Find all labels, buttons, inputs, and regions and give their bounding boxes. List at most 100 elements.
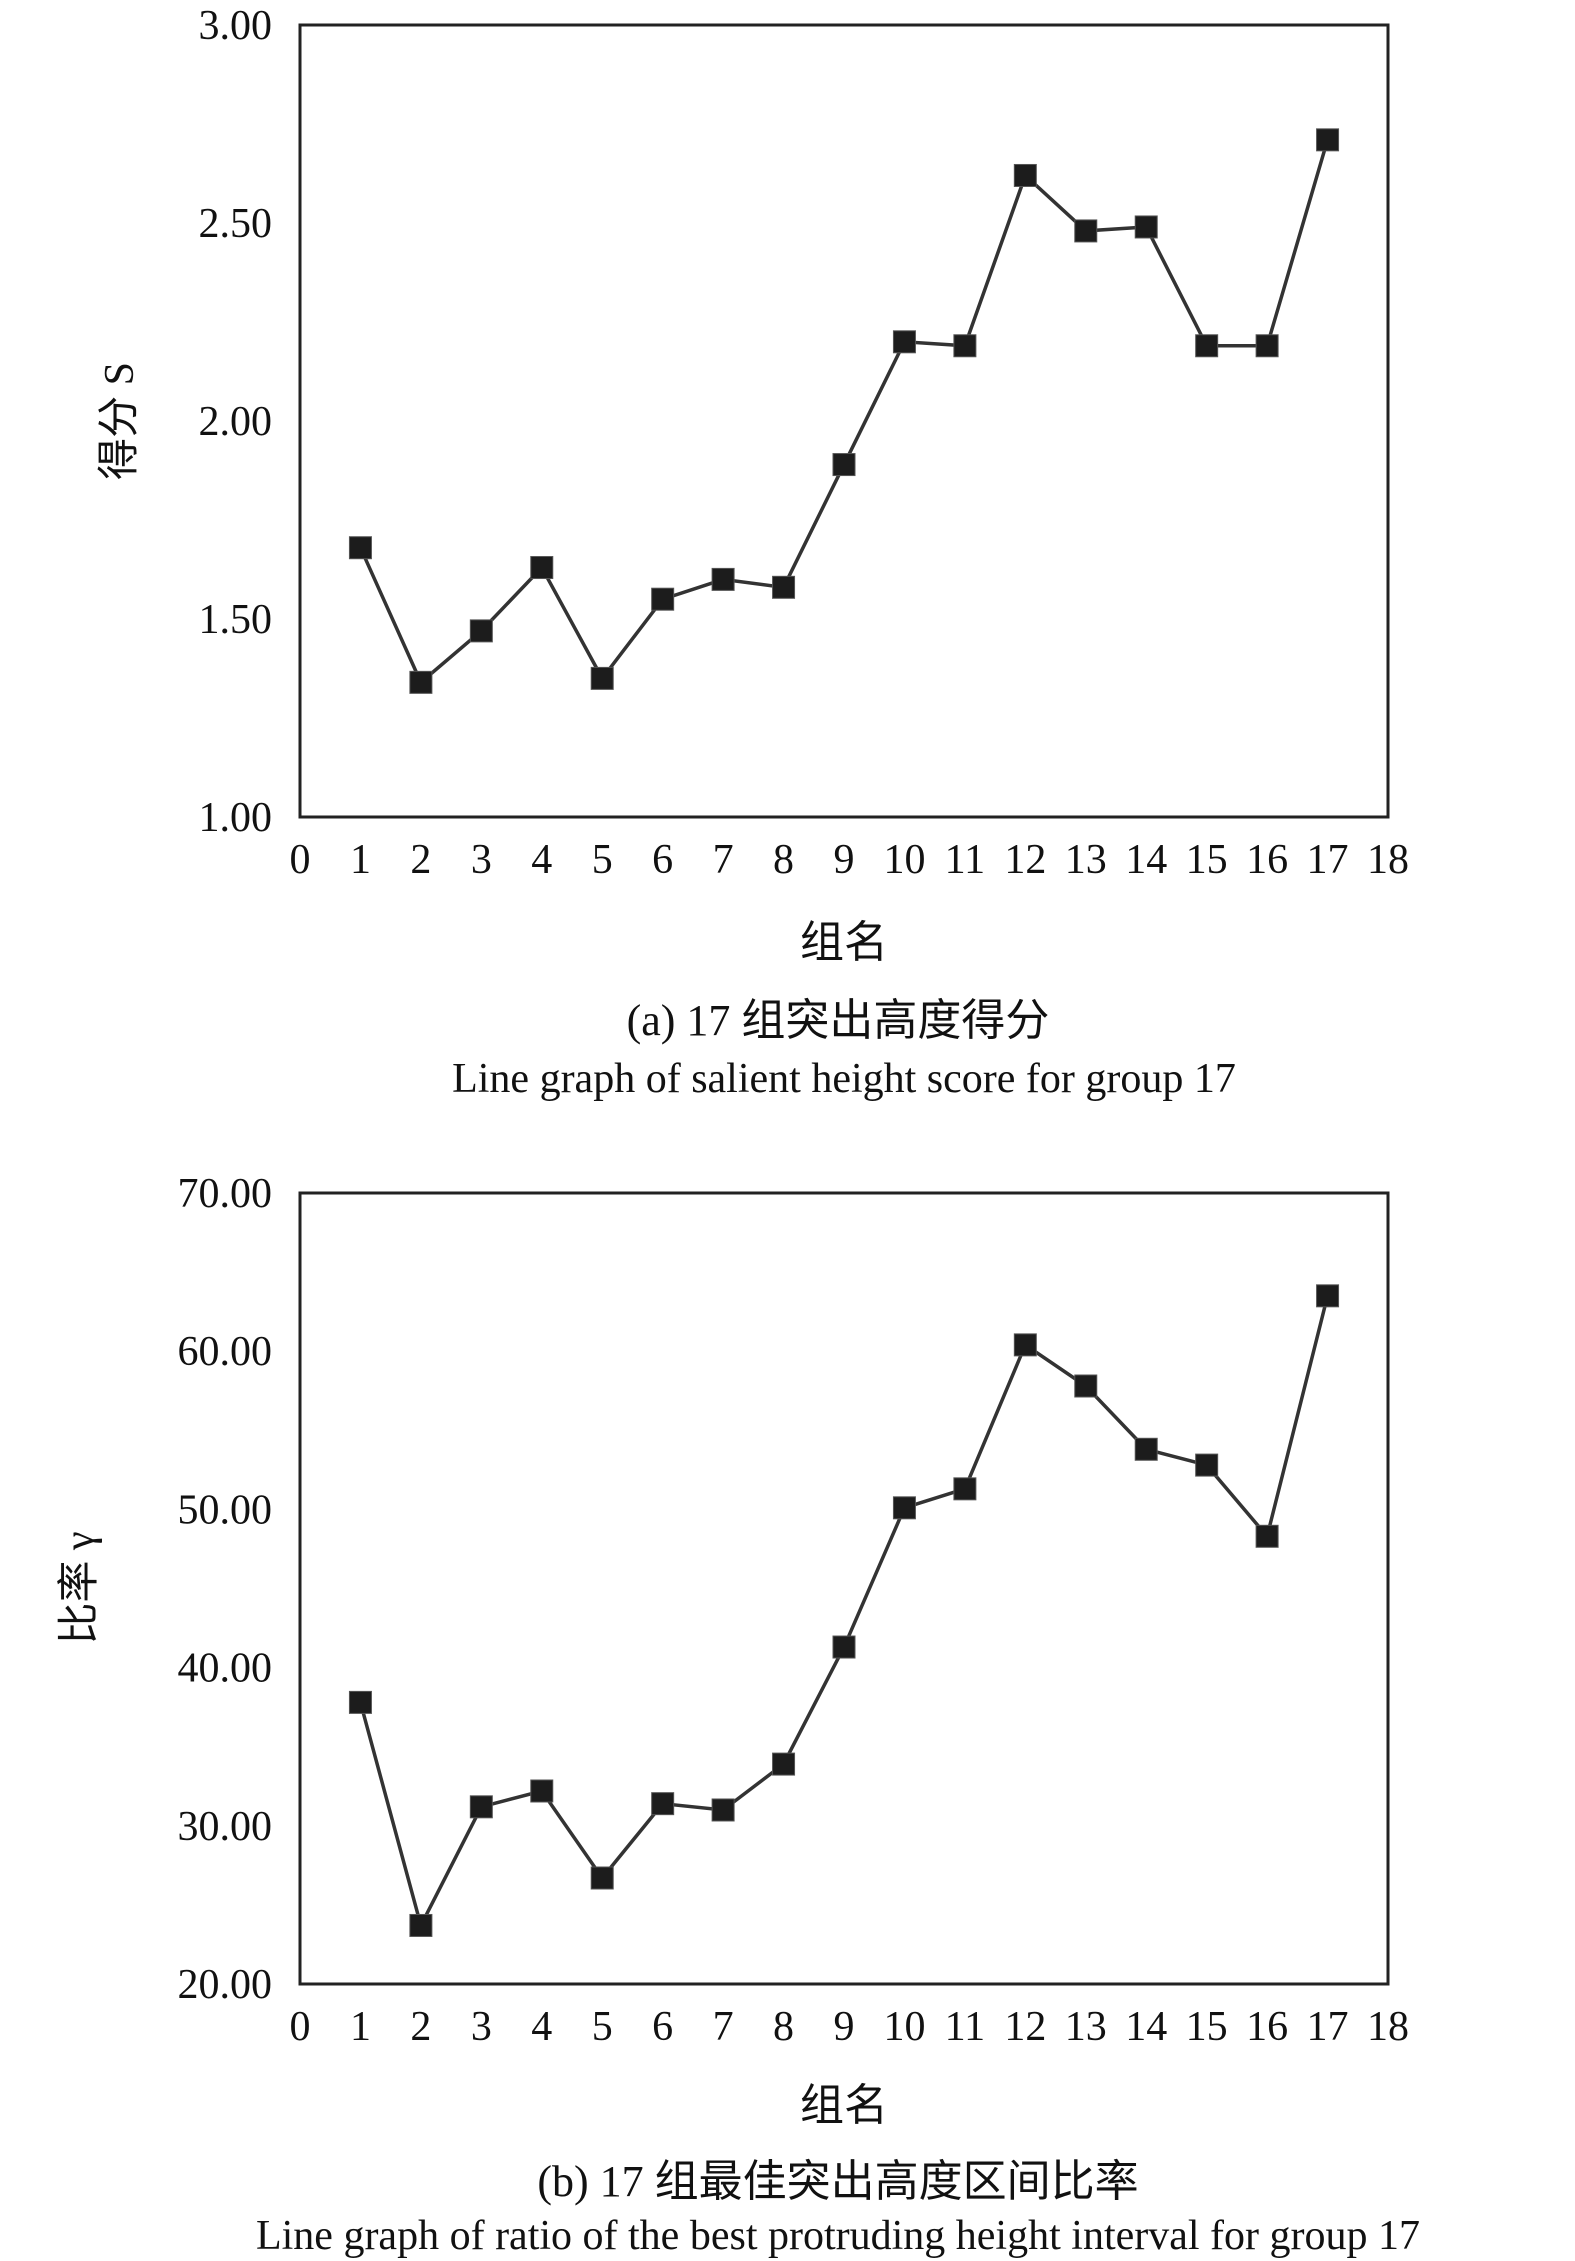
caption-cn-b: (b) 17 组最佳突出高度区间比率 <box>537 2157 1138 2206</box>
x-tick-label: 17 <box>1307 2004 1349 2050</box>
data-point <box>348 536 372 560</box>
data-point <box>651 587 675 611</box>
data-point <box>530 556 554 580</box>
x-tick-label: 6 <box>652 2004 673 2050</box>
data-point <box>651 1792 675 1816</box>
x-tick-label: 11 <box>945 2004 985 2050</box>
y-tick-label: 30.00 <box>178 1804 273 1850</box>
plot-frame-a <box>298 23 1390 819</box>
x-tick-label: 14 <box>1125 2004 1167 2050</box>
x-tick-label: 12 <box>1004 2004 1046 2050</box>
x-tick-label: 2 <box>410 837 431 883</box>
x-tick-label: 5 <box>592 2004 613 2050</box>
data-point <box>530 1779 554 1803</box>
caption-en-b: Line graph of ratio of the best protrudi… <box>256 2213 1420 2259</box>
x-tick-label: 3 <box>471 837 492 883</box>
data-point <box>772 1752 796 1776</box>
caption-cn-a: (a) 17 组突出高度得分 <box>627 996 1050 1045</box>
x-tick-label: 1 <box>350 2004 371 2050</box>
x-tick-label: 13 <box>1065 2004 1107 2050</box>
x-tick-label: 8 <box>773 2004 794 2050</box>
series-line-a <box>358 139 1330 686</box>
caption-en-a: Line graph of salient height score for g… <box>452 1056 1236 1102</box>
data-point <box>348 1690 372 1714</box>
y-tick-label: 70.00 <box>178 1171 273 1217</box>
y-tick-label: 2.50 <box>199 201 273 247</box>
y-tick-label: 3.00 <box>199 3 273 49</box>
data-point <box>832 1635 856 1659</box>
x-tick-label: 12 <box>1004 837 1046 883</box>
x-tick-label: 18 <box>1367 2004 1409 2050</box>
data-point <box>711 1798 735 1822</box>
data-point <box>1074 219 1098 243</box>
data-point <box>1013 163 1037 187</box>
x-tick-label: 0 <box>290 2004 311 2050</box>
y-axis-label-b: 比率 γ <box>56 1531 103 1644</box>
data-point <box>1134 1437 1158 1461</box>
data-point <box>1255 1524 1279 1548</box>
y-tick-label: 1.00 <box>199 795 273 841</box>
data-point <box>590 666 614 690</box>
data-point <box>953 334 977 358</box>
x-tick-label: 2 <box>410 2004 431 2050</box>
x-tick-label: 5 <box>592 837 613 883</box>
x-tick-label: 4 <box>531 2004 552 2050</box>
data-point <box>892 330 916 354</box>
data-point <box>1255 334 1279 358</box>
x-tick-label: 10 <box>883 837 925 883</box>
data-point <box>1195 1453 1219 1477</box>
x-tick-labels-a: 0 1 2 3 4 5 6 7 8 9 10 11 12 13 14 15 16 17 18 <box>290 837 1410 883</box>
data-points-b <box>348 1284 1340 1937</box>
y-tick-label: 50.00 <box>178 1487 273 1533</box>
y-tick-label: 60.00 <box>178 1329 273 1375</box>
data-point <box>1195 334 1219 358</box>
x-tick-label: 6 <box>652 837 673 883</box>
y-tick-labels-b: 20.00 30.00 40.00 50.00 60.00 70.00 <box>178 1171 273 2008</box>
data-point <box>590 1866 614 1890</box>
x-tick-label: 7 <box>713 837 734 883</box>
chart-a: 1.001.502.002.503.00 0 1 2 3 4 5 6 7 8 9 10 11 12 13 1… <box>97 3 1409 1102</box>
x-tick-labels-b: 0 1 2 3 4 5 6 7 8 9 10 11 12 13 14 15 16 17 18 <box>290 2004 1410 2050</box>
x-tick-label: 15 <box>1186 2004 1228 2050</box>
x-tick-label: 11 <box>945 837 985 883</box>
data-point <box>469 1795 493 1819</box>
x-tick-label: 8 <box>773 837 794 883</box>
data-point <box>409 670 433 694</box>
y-tick-label: 40.00 <box>178 1646 273 1692</box>
x-tick-label: 15 <box>1186 837 1228 883</box>
x-tick-label: 13 <box>1065 837 1107 883</box>
data-point <box>1013 1333 1037 1357</box>
x-tick-label: 9 <box>834 2004 855 2050</box>
y-tick-label: 20.00 <box>178 1962 273 2008</box>
x-tick-label: 0 <box>290 837 311 883</box>
data-point <box>1134 215 1158 239</box>
x-tick-label: 17 <box>1307 837 1349 883</box>
data-point <box>1316 128 1340 152</box>
data-point <box>1074 1374 1098 1398</box>
x-tick-label: 3 <box>471 2004 492 2050</box>
y-tick-label: 1.50 <box>199 597 273 643</box>
data-point <box>1316 1284 1340 1308</box>
plot-frame-b <box>298 1191 1390 1986</box>
y-tick-labels-a: 1.00 1.50 2.00 2.50 3.00 <box>199 3 273 841</box>
data-point <box>409 1913 433 1937</box>
data-point <box>892 1496 916 1520</box>
x-tick-label: 16 <box>1246 2004 1288 2050</box>
data-point <box>772 575 796 599</box>
x-tick-label: 4 <box>531 837 552 883</box>
x-axis-label-b: 组名 <box>800 2081 888 2130</box>
data-point <box>953 1477 977 1501</box>
x-tick-label: 9 <box>834 837 855 883</box>
x-axis-label-a: 组名 <box>800 918 888 967</box>
x-tick-label: 7 <box>713 2004 734 2050</box>
x-tick-label: 10 <box>883 2004 925 2050</box>
x-tick-label: 18 <box>1367 837 1409 883</box>
y-axis-label-a: 得分 S <box>97 362 143 480</box>
x-tick-label: 14 <box>1125 837 1167 883</box>
data-point <box>711 567 735 591</box>
data-point <box>469 619 493 643</box>
data-point <box>832 453 856 477</box>
data-points-a <box>348 128 1340 694</box>
